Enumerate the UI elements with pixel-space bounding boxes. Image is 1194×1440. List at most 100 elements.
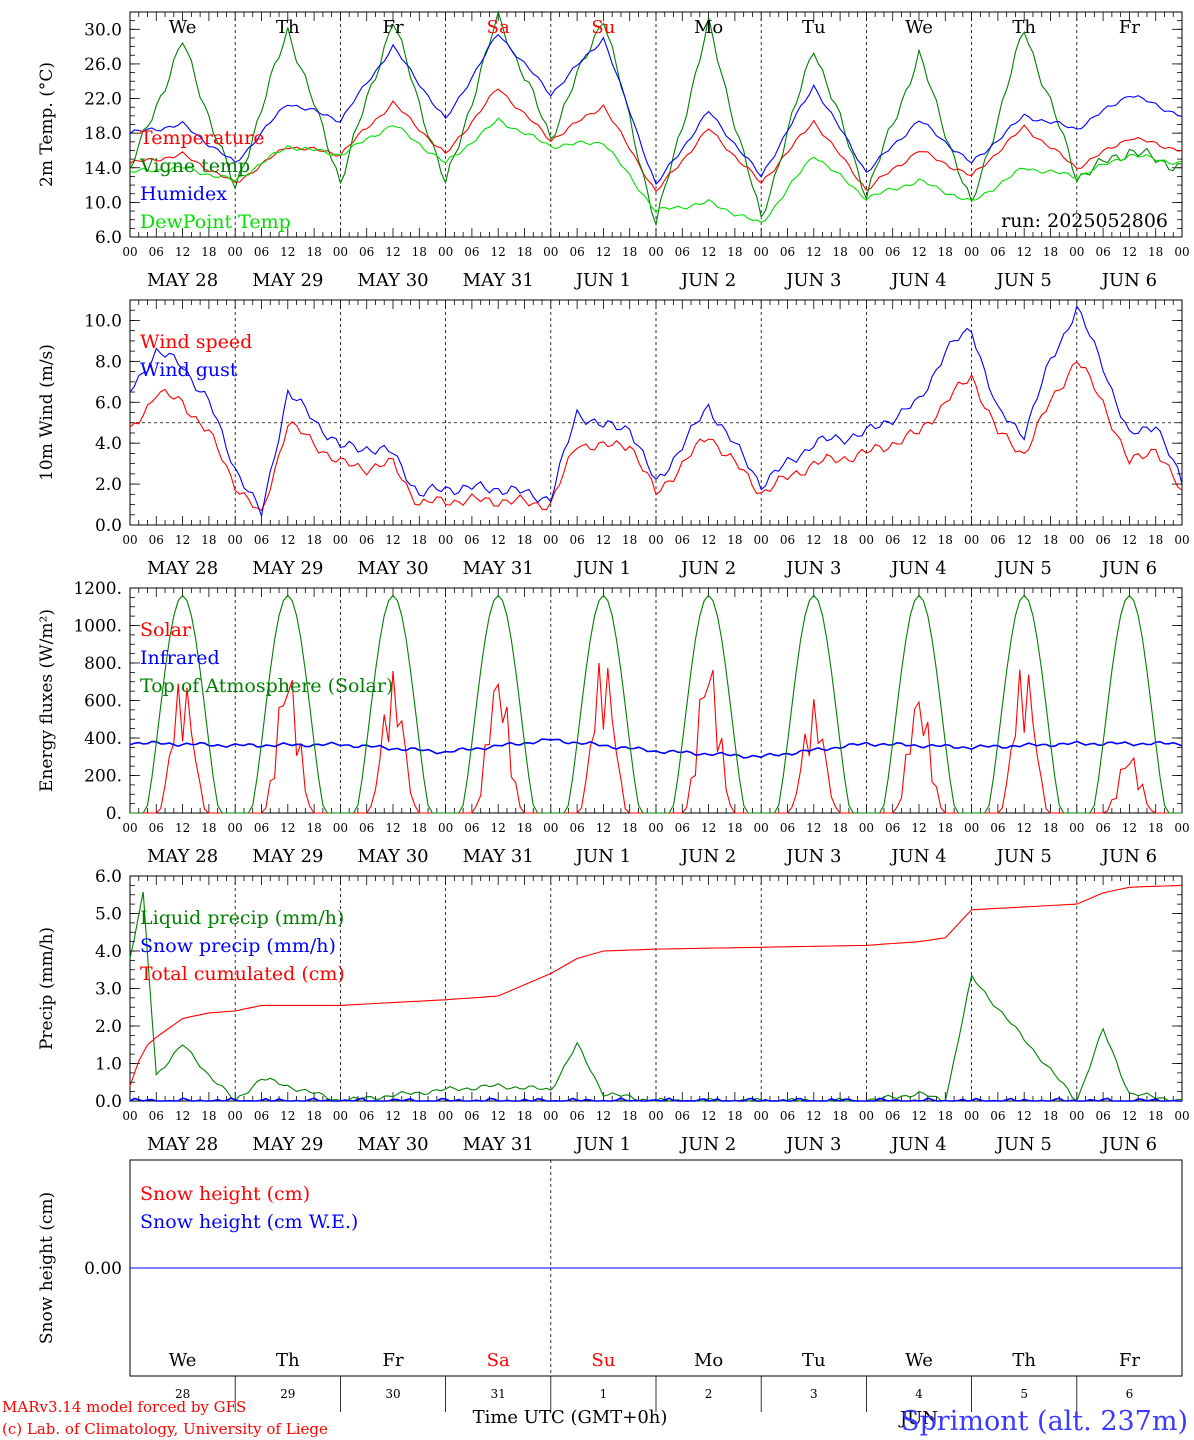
date-label: JUN 3 [784, 558, 841, 579]
y-tick-label: 0. [106, 804, 122, 824]
panel-1: 00 06 12 18 MAY 28 00 06 12 18 MAY 29 00 06 12 18 MAY … [37, 9, 1190, 291]
hour-tick-label: 12 [1122, 1109, 1137, 1123]
hour-tick-label: 12 [701, 821, 716, 835]
panel-4: 00 06 12 18 MAY 28 00 06 12 18 MAY 29 00 06 12 18 MAY … [37, 867, 1190, 1155]
y-tick-label: 0.0 [95, 1092, 122, 1112]
date-label: JUN 1 [574, 270, 631, 291]
date-label: JUN 4 [889, 1134, 946, 1155]
date-label: JUN 5 [995, 558, 1052, 579]
date-label: JUN 4 [889, 558, 946, 579]
hour-tick-label: 12 [806, 821, 821, 835]
y-tick-label: 6.0 [95, 228, 122, 248]
hour-tick-label: 00 [228, 245, 243, 259]
hour-tick-label: 00 [333, 245, 348, 259]
y-tick-label: 22.0 [84, 90, 122, 110]
legend-entry: Solar [140, 619, 192, 641]
hour-tick-label: 06 [464, 821, 479, 835]
day-of-week-label: Su [591, 17, 615, 38]
day-of-week-label: We [169, 1350, 197, 1371]
date-label: MAY 29 [252, 270, 323, 291]
hour-tick-label: 00 [122, 245, 137, 259]
date-label: MAY 31 [463, 846, 534, 867]
day-of-week-label: Mo [694, 1350, 723, 1371]
hour-tick-label: 06 [780, 1109, 795, 1123]
legend-entry: Snow height (cm) [140, 1183, 310, 1205]
y-tick-label: 6.0 [95, 867, 122, 887]
hour-tick-label: 06 [885, 1109, 900, 1123]
hour-tick-label: 18 [306, 533, 321, 547]
hour-tick-label: 18 [1043, 821, 1058, 835]
hour-tick-label: 06 [885, 821, 900, 835]
hour-tick-label: 18 [412, 821, 427, 835]
hour-tick-label: 00 [543, 1109, 558, 1123]
credit-line-1: MARv3.14 model forced by GFS [2, 1398, 246, 1416]
hour-tick-label: 00 [1174, 1109, 1189, 1123]
day-of-week-label: Fr [382, 17, 403, 38]
y-tick-label: 1000. [73, 617, 122, 637]
day-number-label: 5 [1020, 1387, 1028, 1401]
hour-tick-label: 06 [990, 533, 1005, 547]
y-tick-label: 2.0 [95, 1017, 122, 1037]
series-line-liquid-precip-mm-h- [129, 891, 1183, 1102]
day-number-label: 6 [1126, 1387, 1134, 1401]
y-tick-label: 600. [84, 692, 122, 712]
day-of-week-label: Tu [802, 17, 826, 38]
y-axis-label: Snow height (cm) [37, 1192, 57, 1344]
panel-5: 0.00 Snow height (cm) Snow height (cm) Snow… [37, 1159, 1183, 1377]
series-line-vigne-temp [129, 9, 1183, 227]
date-label: JUN 6 [1100, 558, 1157, 579]
hour-tick-label: 18 [517, 1109, 532, 1123]
hour-tick-label: 18 [1148, 245, 1163, 259]
date-label: JUN 2 [679, 270, 736, 291]
hour-tick-label: 18 [727, 1109, 742, 1123]
hour-tick-label: 12 [280, 821, 295, 835]
hour-tick-label: 06 [885, 533, 900, 547]
hour-tick-label: 18 [1043, 1109, 1058, 1123]
hour-tick-label: 18 [622, 533, 637, 547]
hour-tick-label: 12 [385, 245, 400, 259]
hour-tick-label: 18 [201, 1109, 216, 1123]
hour-tick-label: 00 [648, 533, 663, 547]
hour-tick-label: 06 [149, 1109, 164, 1123]
day-number-label: 31 [491, 1387, 506, 1401]
hour-tick-label: 06 [569, 533, 584, 547]
hour-tick-label: 00 [1174, 821, 1189, 835]
hour-tick-label: 00 [122, 533, 137, 547]
hour-tick-label: 00 [438, 533, 453, 547]
y-tick-label: 3.0 [95, 980, 122, 1000]
hour-tick-label: 06 [149, 533, 164, 547]
hour-tick-label: 00 [333, 533, 348, 547]
date-label: JUN 3 [784, 270, 841, 291]
hour-tick-label: 00 [228, 533, 243, 547]
hour-tick-label: 18 [832, 245, 847, 259]
hour-tick-label: 06 [1095, 821, 1110, 835]
hour-tick-label: 06 [1095, 1109, 1110, 1123]
hour-tick-label: 12 [596, 1109, 611, 1123]
date-label: MAY 29 [252, 558, 323, 579]
hour-tick-label: 06 [254, 821, 269, 835]
hour-tick-label: 12 [175, 533, 190, 547]
y-tick-label: 4.0 [95, 942, 122, 962]
hour-tick-label: 12 [491, 245, 506, 259]
hour-tick-label: 18 [832, 1109, 847, 1123]
series-line-total-cumulated-cm- [129, 884, 1183, 1087]
day-number-label: 4 [915, 1387, 923, 1401]
hour-tick-label: 00 [1069, 1109, 1084, 1123]
hour-tick-label: 06 [149, 821, 164, 835]
hour-tick-label: 18 [622, 821, 637, 835]
y-axis-label: Energy fluxes (W/m²) [37, 609, 57, 792]
hour-tick-label: 12 [175, 245, 190, 259]
legend-entry: Wind gust [140, 359, 238, 381]
y-tick-label: 400. [84, 729, 122, 749]
hour-tick-label: 00 [964, 245, 979, 259]
hour-tick-label: 06 [675, 821, 690, 835]
day-of-week-label: Sa [487, 1350, 510, 1371]
legend-entry: DewPoint Temp [140, 211, 291, 233]
date-label: JUN 5 [995, 1134, 1052, 1155]
hour-tick-label: 00 [859, 821, 874, 835]
date-label: MAY 31 [463, 270, 534, 291]
hour-tick-label: 12 [806, 533, 821, 547]
legend-entry: Total cumulated (cm) [140, 963, 345, 985]
hour-tick-label: 00 [543, 245, 558, 259]
hour-tick-label: 00 [859, 1109, 874, 1123]
